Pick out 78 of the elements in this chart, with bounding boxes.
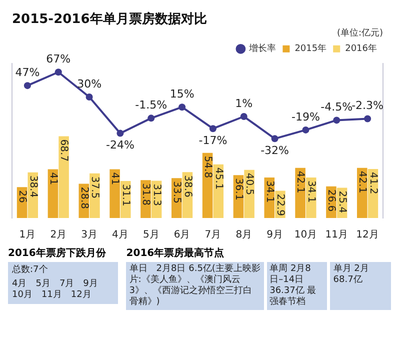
bar [58, 136, 69, 218]
data-label: 41 [109, 172, 120, 185]
data-label: 38.4 [27, 175, 38, 198]
data-label: 26.6 [326, 189, 337, 212]
data-label: -2.3% [352, 99, 384, 112]
x-tick-label: 1月 [19, 230, 36, 241]
point [116, 130, 124, 137]
legend-label: 2015年 [294, 43, 327, 54]
point [333, 116, 340, 124]
data-label: 1% [235, 96, 253, 110]
data-label: 68.7 [58, 139, 70, 162]
text: 总数:7个 [12, 265, 114, 276]
data-label: 40.5 [244, 172, 255, 196]
point [148, 114, 155, 122]
point [240, 113, 248, 120]
point [54, 68, 62, 76]
x-tick-label: 9月 [266, 230, 283, 241]
data-label: 30% [77, 77, 102, 90]
point [209, 125, 216, 132]
data-label: -24% [106, 138, 134, 152]
data-label: -4.5% [320, 100, 353, 114]
data-label: -1.5% [135, 98, 168, 112]
x-tick-label: 11月 [325, 230, 348, 241]
legend-label: 2016年 [345, 43, 377, 54]
data-label: 41 [47, 172, 58, 185]
bar [295, 168, 306, 218]
x-tick-label: 8月 [236, 230, 252, 241]
text: 单日 2月8日 6.5亿(主要上映影片:《美人鱼》、《澳门风云3》、《西游记之孙悟空三打白骨精》) [126, 262, 264, 310]
data-label: 38.6 [182, 175, 193, 198]
data-label: 25.4 [336, 190, 348, 214]
point [24, 82, 31, 90]
chart-title: 2015-2016年单月票房数据对比 [12, 11, 207, 28]
data-label: 42.1 [294, 170, 306, 194]
data-label: 31.8 [140, 183, 152, 206]
x-tick-label: 3月 [81, 230, 98, 241]
chart-subtitle: (单位:亿元) [336, 27, 383, 38]
bar [356, 168, 368, 218]
data-label: 31.3 [150, 184, 162, 206]
point [271, 135, 278, 142]
point [178, 104, 186, 111]
data-label: 28.8 [78, 186, 90, 210]
text: 单月 2月 68.7亿 [330, 262, 391, 310]
data-label: 26 [16, 190, 28, 203]
data-label: 37.5 [89, 176, 100, 199]
text: 4月 5月 7月 9月 10月 11月 12月 [12, 279, 114, 301]
data-label: 22.9 [274, 194, 286, 216]
point [302, 126, 310, 134]
data-label: 34.1 [264, 180, 275, 203]
x-tick-label: 5月 [142, 230, 160, 241]
data-label: 54.8 [202, 156, 213, 178]
data-label: 45.1 [212, 167, 224, 190]
point [364, 115, 372, 122]
data-label: -17% [198, 134, 228, 147]
text: 单周 2月8日–14日 36.37亿 最强春节档 [266, 262, 328, 310]
bar [213, 164, 224, 218]
x-tick-label: 4月 [112, 230, 128, 241]
x-tick-label: 6月 [174, 230, 190, 241]
data-label: 34.1 [306, 180, 317, 203]
x-tick-label: 2月 [50, 230, 67, 241]
x-tick-label: 10月 [294, 230, 318, 241]
data-label: 15% [170, 87, 194, 100]
point [86, 94, 93, 101]
data-label: -19% [291, 110, 320, 124]
data-label: 31.1 [120, 184, 132, 206]
bar [110, 169, 120, 218]
legend-label: 增长率 [248, 43, 276, 54]
data-label: 36.1 [232, 178, 244, 200]
data-label: -32% [260, 144, 290, 158]
text: 2016年票房下跌月份 [8, 246, 107, 260]
data-label: 33.5 [171, 181, 182, 204]
data-label: 41.2 [367, 172, 378, 194]
x-tick-label: 12月 [356, 230, 379, 241]
data-label: 42.1 [356, 170, 368, 194]
x-tick-label: 7月 [204, 230, 222, 241]
bar [48, 169, 58, 218]
data-label: 47% [15, 66, 40, 79]
text: 2016年票房最高节点 [126, 246, 226, 260]
data-label: 67% [46, 52, 71, 66]
